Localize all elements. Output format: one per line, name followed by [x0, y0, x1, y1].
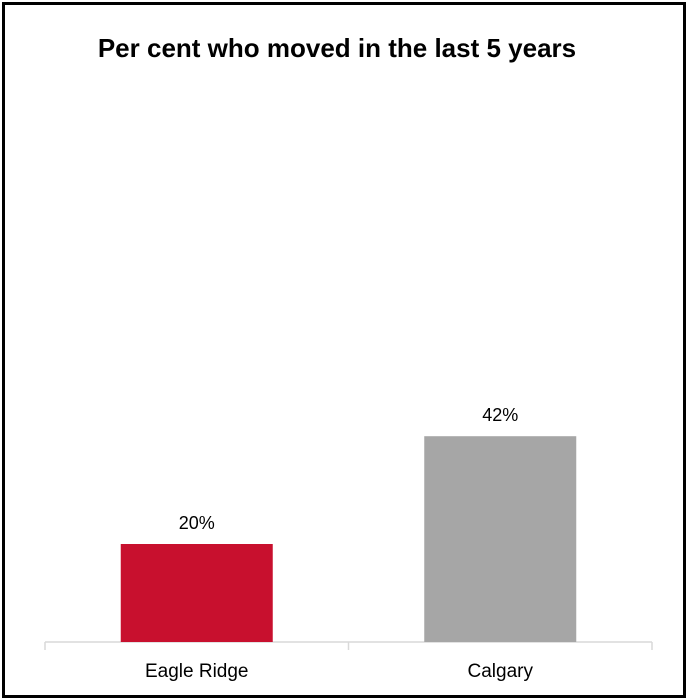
bar-calgary: [424, 436, 577, 642]
category-label: Calgary: [468, 661, 534, 682]
chart-title: Per cent who moved in the last 5 years: [97, 33, 577, 63]
data-label: 20%: [179, 513, 215, 533]
category-label: Eagle Ridge: [145, 661, 249, 682]
data-label: 42%: [482, 405, 518, 425]
bar-eagle-ridge: [120, 544, 273, 642]
